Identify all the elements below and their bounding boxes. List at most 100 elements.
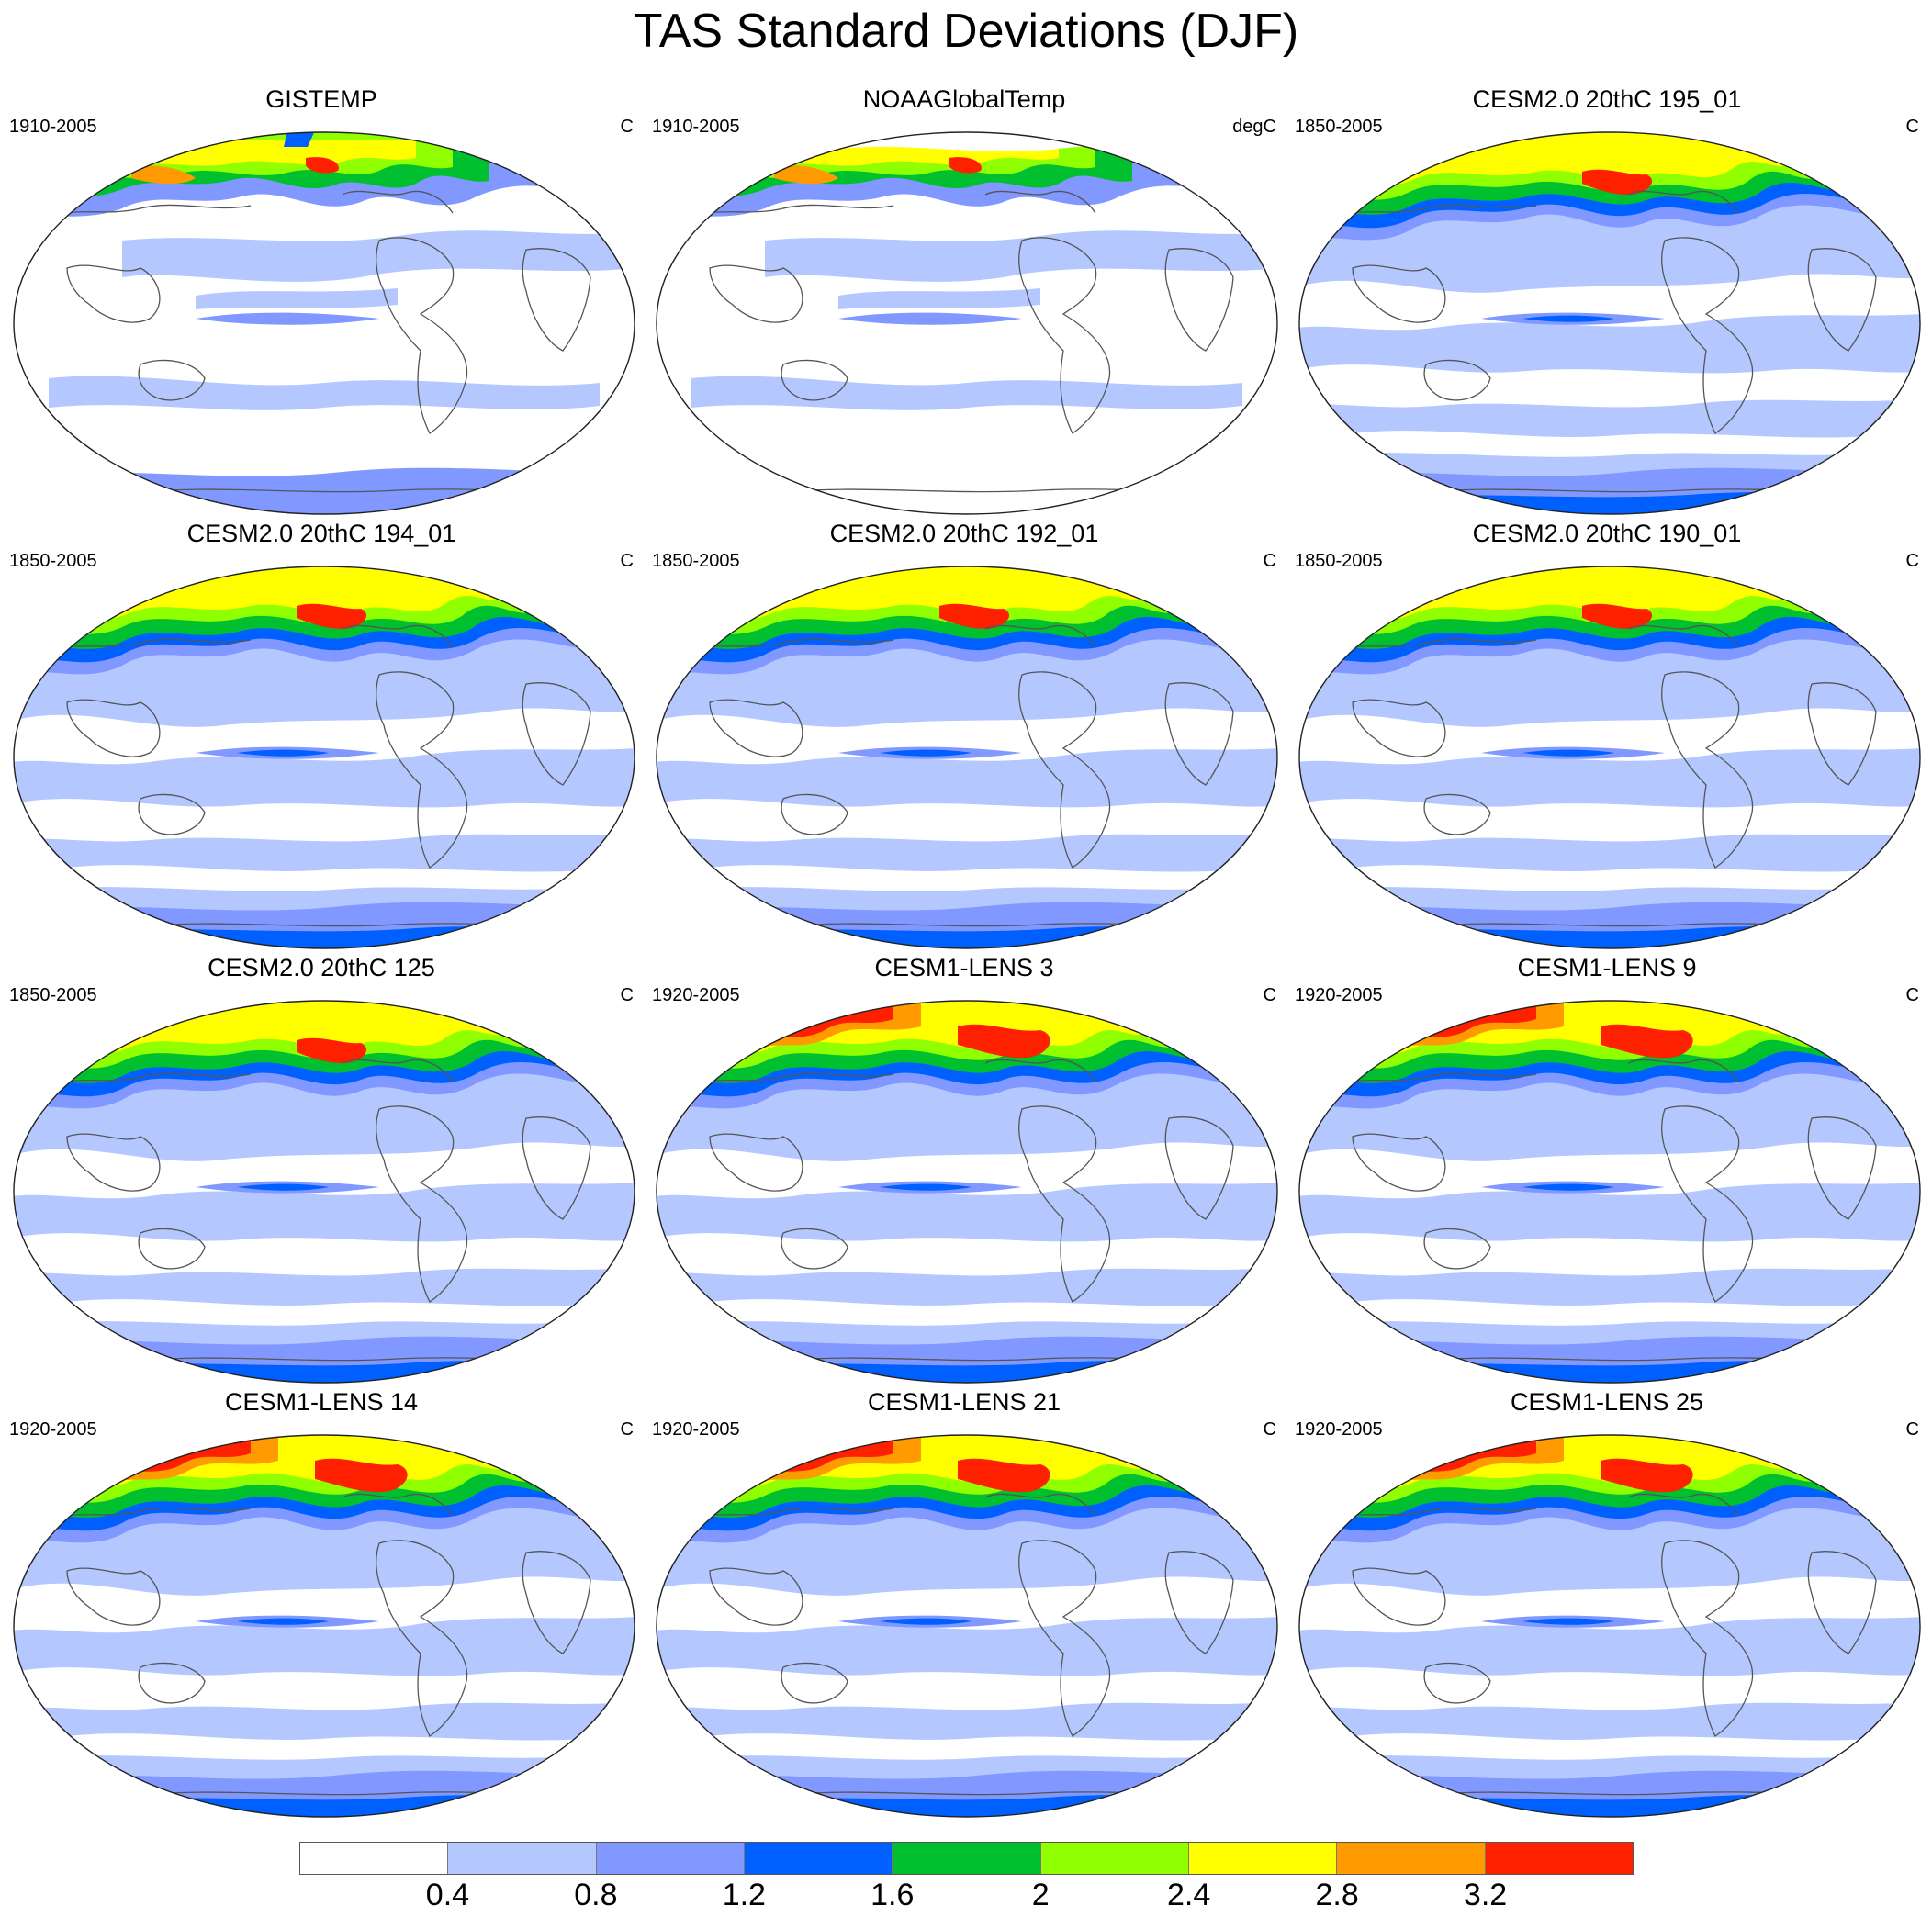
panel-units: C xyxy=(1263,551,1276,571)
panel-period: 1850-2005 xyxy=(1295,551,1383,571)
high-latitude-variance-region xyxy=(1582,169,1653,195)
panel-period: 1850-2005 xyxy=(9,551,97,571)
panel-period: 1850-2005 xyxy=(9,985,97,1005)
high-latitude-variance-region xyxy=(297,1037,367,1063)
coastline xyxy=(1661,1540,1754,1737)
coastline xyxy=(138,1228,206,1270)
coastline xyxy=(66,264,161,323)
panel-title: CESM1-LENS 25 xyxy=(1510,1388,1704,1416)
colorbar-tick-label: 2.8 xyxy=(1315,1878,1359,1912)
panel-title: CESM1-LENS 21 xyxy=(867,1388,1061,1416)
map-panel: CESM1-LENS 9 1920-2005 C xyxy=(1286,953,1928,1386)
map-panel: CESM2.0 20thC 195_01 1850-2005 C xyxy=(1286,84,1928,518)
coastline xyxy=(1352,264,1446,323)
panel-units: C xyxy=(1905,551,1919,571)
coastline xyxy=(1352,699,1446,757)
robinson-map xyxy=(656,1000,1278,1384)
enso-core xyxy=(237,1183,329,1191)
colorbar-swatch xyxy=(743,1843,893,1874)
coastline xyxy=(709,699,803,757)
low-variance-band xyxy=(67,1299,600,1326)
panel-title: GISTEMP xyxy=(265,85,377,113)
arctic-strip xyxy=(284,132,315,147)
panel-period: 1920-2005 xyxy=(9,1419,97,1440)
robinson-map xyxy=(656,1434,1278,1818)
colorbar-tick-label: 0.4 xyxy=(425,1878,470,1912)
colorbar-swatch xyxy=(300,1843,448,1874)
coastline xyxy=(1807,1551,1877,1654)
panel-units: C xyxy=(620,117,634,137)
map-border xyxy=(1298,566,1921,949)
enso-core xyxy=(880,1183,972,1191)
panel-period: 1920-2005 xyxy=(1295,985,1383,1005)
low-variance-band xyxy=(67,865,600,891)
colorbar-tick-label: 3.2 xyxy=(1463,1878,1508,1912)
low-variance-band xyxy=(657,1667,1277,1710)
coastline xyxy=(1018,237,1111,434)
map-panel: GISTEMP 1910-2005 C xyxy=(0,84,643,518)
map-border xyxy=(1298,131,1921,515)
panel-title: CESM2.0 20thC 195_01 xyxy=(1472,85,1742,113)
panel-title: NOAAGlobalTemp xyxy=(862,85,1066,113)
low-variance-band xyxy=(67,1733,600,1760)
coastline xyxy=(1807,248,1877,352)
colorbar-swatch xyxy=(1039,1843,1188,1874)
high-latitude-variance-region xyxy=(958,1458,1050,1493)
moderate-variance-band xyxy=(196,288,398,309)
panel-units: C xyxy=(1905,117,1919,137)
coastline xyxy=(522,682,591,786)
panel-period: 1850-2005 xyxy=(1295,117,1383,137)
high-latitude-variance-region xyxy=(315,1458,408,1493)
low-variance-band xyxy=(657,708,1277,765)
coastline xyxy=(376,237,468,434)
low-variance-band xyxy=(710,865,1242,891)
panel-title: CESM2.0 20thC 190_01 xyxy=(1472,520,1742,547)
low-variance-band xyxy=(657,1142,1277,1199)
panel-period: 1920-2005 xyxy=(652,985,740,1005)
map-panel: CESM2.0 20thC 125 1850-2005 C xyxy=(0,953,643,1386)
low-variance-band xyxy=(657,1233,1277,1276)
high-latitude-variance-region xyxy=(747,574,792,596)
coastline xyxy=(1423,1662,1491,1704)
high-latitude-variance-region xyxy=(1389,574,1435,596)
high-latitude-variance-region xyxy=(104,574,150,596)
coastline xyxy=(522,248,591,352)
map-border xyxy=(13,131,635,515)
robinson-map xyxy=(1298,131,1921,515)
colorbar-swatch xyxy=(447,1843,596,1874)
enso-core xyxy=(1522,315,1614,322)
map-border xyxy=(1298,1000,1921,1384)
low-variance-band xyxy=(14,1233,635,1276)
high-latitude-variance-region xyxy=(104,1008,150,1030)
high-latitude-variance-region xyxy=(1389,140,1435,162)
coastline xyxy=(138,793,206,835)
coastline xyxy=(1627,624,1739,648)
robinson-map xyxy=(656,131,1278,515)
coastline xyxy=(1661,671,1754,869)
coastline xyxy=(66,1567,161,1626)
robinson-map xyxy=(13,566,635,949)
panel-units: C xyxy=(1263,985,1276,1005)
coastline xyxy=(1164,1116,1234,1220)
low-variance-band xyxy=(1299,1233,1920,1276)
coastline xyxy=(138,1662,206,1704)
coastline xyxy=(709,1133,803,1192)
panel-units: C xyxy=(1263,1419,1276,1440)
coastline xyxy=(1627,1493,1739,1517)
coastline xyxy=(781,1228,848,1270)
panel-units: C xyxy=(620,551,634,571)
high-latitude-variance-region xyxy=(774,165,838,185)
enso-core xyxy=(880,749,972,757)
low-variance-band xyxy=(710,1299,1242,1326)
panel-period: 1850-2005 xyxy=(652,551,740,571)
coastline xyxy=(1018,671,1111,869)
low-variance-band xyxy=(1299,708,1920,765)
coastline xyxy=(984,1059,1096,1082)
panel-title: CESM2.0 20thC 194_01 xyxy=(186,520,456,547)
coastline xyxy=(1352,1567,1446,1626)
map-border xyxy=(13,566,635,949)
map-border xyxy=(13,1000,635,1384)
robinson-map xyxy=(1298,566,1921,949)
coastline xyxy=(1018,1105,1111,1303)
robinson-map xyxy=(656,566,1278,949)
